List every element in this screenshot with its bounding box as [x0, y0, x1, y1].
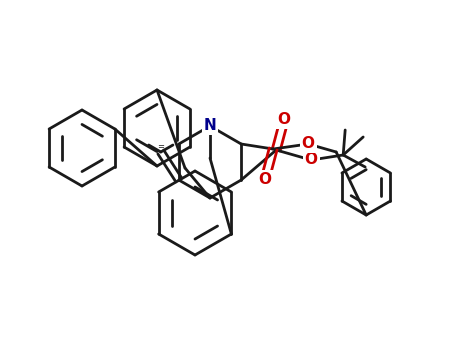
Text: O: O	[259, 172, 272, 187]
Text: O: O	[302, 136, 315, 152]
Text: N: N	[204, 119, 217, 133]
Text: O: O	[305, 153, 318, 168]
Text: =: =	[157, 142, 164, 152]
Text: O: O	[278, 112, 291, 127]
